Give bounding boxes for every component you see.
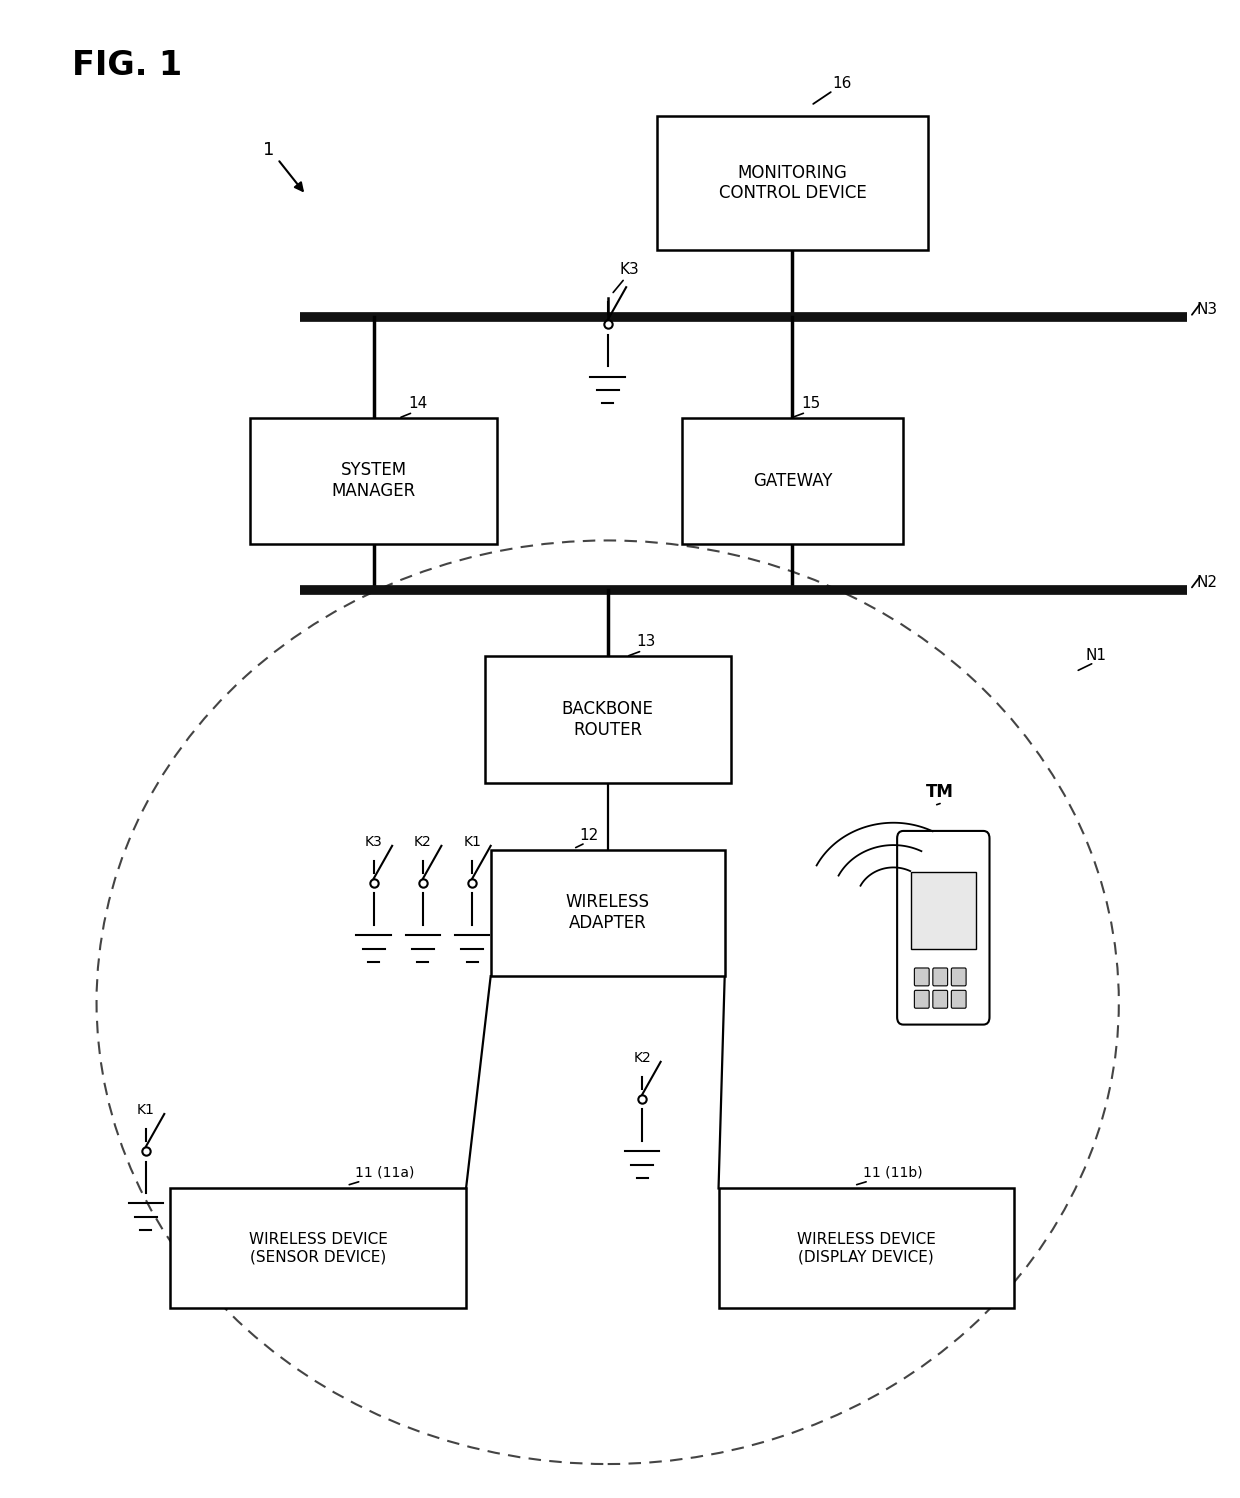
FancyBboxPatch shape (170, 1188, 466, 1308)
Text: K1: K1 (136, 1103, 155, 1118)
Text: 1: 1 (263, 141, 275, 159)
Text: 11 (11b): 11 (11b) (863, 1165, 923, 1179)
FancyBboxPatch shape (951, 990, 966, 1008)
Text: SYSTEM
MANAGER: SYSTEM MANAGER (331, 461, 415, 500)
Text: TM: TM (926, 783, 954, 801)
FancyBboxPatch shape (682, 418, 903, 544)
Text: WIRELESS DEVICE
(DISPLAY DEVICE): WIRELESS DEVICE (DISPLAY DEVICE) (797, 1231, 936, 1264)
Text: 14: 14 (408, 395, 428, 410)
Text: K3: K3 (620, 262, 640, 277)
Text: 12: 12 (579, 828, 599, 843)
FancyBboxPatch shape (250, 418, 497, 544)
FancyBboxPatch shape (485, 656, 730, 782)
FancyBboxPatch shape (718, 1188, 1014, 1308)
FancyBboxPatch shape (951, 968, 966, 986)
Text: K1: K1 (464, 834, 481, 849)
Text: N3: N3 (1197, 303, 1218, 318)
Text: 13: 13 (636, 634, 656, 649)
Text: 11 (11a): 11 (11a) (355, 1165, 414, 1179)
Text: MONITORING
CONTROL DEVICE: MONITORING CONTROL DEVICE (718, 163, 867, 202)
FancyBboxPatch shape (932, 990, 947, 1008)
FancyBboxPatch shape (914, 990, 929, 1008)
Text: K3: K3 (365, 834, 383, 849)
Text: N2: N2 (1197, 575, 1218, 590)
FancyBboxPatch shape (914, 968, 929, 986)
Text: BACKBONE
ROUTER: BACKBONE ROUTER (562, 700, 653, 739)
Text: K2: K2 (634, 1050, 651, 1065)
Text: K2: K2 (414, 834, 432, 849)
Text: GATEWAY: GATEWAY (753, 472, 832, 490)
Text: WIRELESS DEVICE
(SENSOR DEVICE): WIRELESS DEVICE (SENSOR DEVICE) (249, 1231, 388, 1264)
Text: 15: 15 (801, 395, 821, 410)
FancyBboxPatch shape (910, 872, 976, 950)
FancyBboxPatch shape (897, 831, 990, 1025)
FancyBboxPatch shape (657, 115, 928, 250)
Text: WIRELESS
ADAPTER: WIRELESS ADAPTER (565, 893, 650, 932)
FancyBboxPatch shape (491, 849, 724, 977)
FancyBboxPatch shape (932, 968, 947, 986)
Text: FIG. 1: FIG. 1 (72, 49, 182, 82)
Text: N1: N1 (1085, 647, 1106, 662)
Text: 16: 16 (832, 75, 851, 90)
